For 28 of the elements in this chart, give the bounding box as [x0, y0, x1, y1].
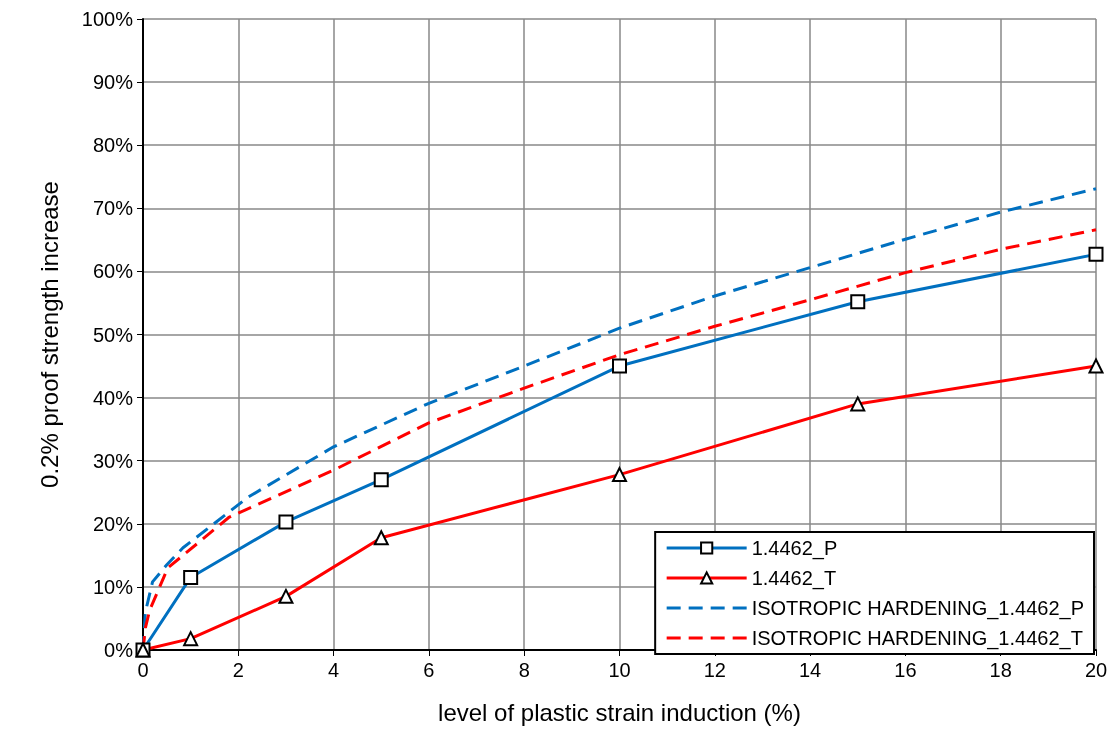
- x-tick-label: 8: [518, 659, 530, 681]
- y-tick-label: 80%: [92, 134, 134, 157]
- x-tick-label: 0: [137, 659, 149, 681]
- y-tick-label: 70%: [92, 197, 134, 220]
- y-tick-label: 40%: [92, 386, 134, 409]
- y-axis-title: 0.2% proof strength increase: [35, 181, 63, 488]
- x-axis-title: level of plastic strain induction (%): [438, 698, 801, 726]
- y-tick-label: 100%: [81, 8, 134, 30]
- y-tick-label: 0%: [104, 639, 134, 661]
- legend-label: 1.4462_P: [751, 537, 838, 560]
- y-tick-label: 60%: [92, 260, 134, 283]
- x-tick-label: 14: [798, 659, 822, 681]
- y-tick-label: 90%: [92, 71, 134, 94]
- legend-label: ISOTROPIC HARDENING_1.4462_T: [751, 627, 1083, 650]
- y-tick-label: 10%: [92, 575, 134, 598]
- x-tick-label: 2: [232, 659, 244, 681]
- x-tick-label: 6: [423, 659, 435, 681]
- x-tick-label: 18: [989, 659, 1012, 681]
- y-tick-label: 20%: [92, 512, 134, 535]
- x-tick-label: 20: [1084, 659, 1108, 681]
- x-tick-label: 12: [703, 659, 726, 681]
- x-tick-label: 16: [894, 659, 917, 681]
- x-tick-label: 10: [608, 659, 631, 681]
- y-tick-label: 30%: [92, 449, 134, 472]
- legend-label: 1.4462_T: [751, 567, 837, 590]
- legend-label: ISOTROPIC HARDENING_1.4462_P: [751, 597, 1085, 620]
- x-tick-label: 4: [328, 659, 340, 681]
- y-tick-label: 50%: [92, 323, 134, 346]
